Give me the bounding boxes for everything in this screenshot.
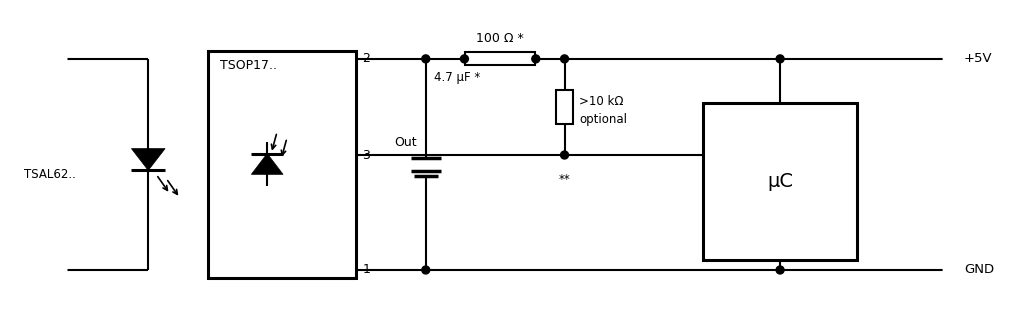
Text: Out: Out — [394, 136, 417, 149]
Circle shape — [776, 266, 784, 274]
Text: 1: 1 — [362, 264, 371, 276]
Text: 4.7 μF *: 4.7 μF * — [434, 71, 480, 84]
Polygon shape — [251, 154, 283, 174]
Text: TSAL62..: TSAL62.. — [25, 168, 76, 181]
Text: 100 Ω *: 100 Ω * — [476, 32, 524, 45]
Bar — [208, 51, 356, 278]
Polygon shape — [131, 149, 165, 170]
Circle shape — [51, 51, 67, 66]
Circle shape — [560, 55, 568, 63]
Text: 2: 2 — [362, 52, 371, 65]
Text: >10 kΩ: >10 kΩ — [579, 95, 624, 109]
Bar — [703, 104, 857, 260]
Text: TSOP17..: TSOP17.. — [219, 59, 276, 72]
Bar — [466, 53, 535, 65]
Circle shape — [560, 151, 568, 159]
Text: μC: μC — [767, 172, 794, 191]
Circle shape — [776, 55, 784, 63]
Circle shape — [422, 55, 430, 63]
Text: optional: optional — [579, 113, 627, 126]
Text: 3: 3 — [362, 148, 371, 162]
Circle shape — [944, 263, 958, 277]
Bar — [556, 90, 573, 124]
Text: +5V: +5V — [964, 52, 992, 65]
Circle shape — [422, 266, 430, 274]
Circle shape — [51, 263, 67, 277]
Text: GND: GND — [964, 264, 994, 276]
Circle shape — [944, 51, 958, 66]
Text: **: ** — [559, 173, 570, 186]
Circle shape — [461, 55, 468, 63]
Circle shape — [531, 55, 540, 63]
